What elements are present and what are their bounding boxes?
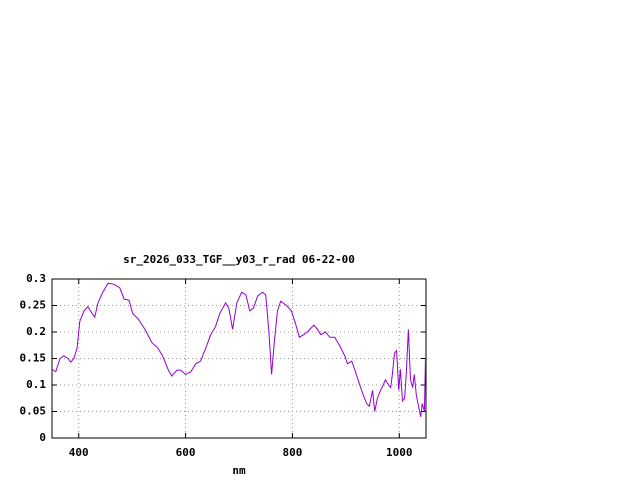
y-tick-label: 0.05 bbox=[20, 405, 47, 418]
x-tick-label: 600 bbox=[176, 446, 196, 459]
data-line bbox=[51, 282, 426, 417]
y-tick-label: 0.15 bbox=[20, 352, 47, 365]
chart-title: sr_2026_033_TGF__y03_r_rad 06-22-00 bbox=[123, 253, 355, 266]
y-tick-label: 0.3 bbox=[26, 272, 46, 285]
x-axis-label: nm bbox=[232, 464, 246, 477]
y-tick-label: 0.25 bbox=[20, 299, 47, 312]
y-tick-label: 0.1 bbox=[26, 378, 46, 391]
y-tick-label: 0.2 bbox=[26, 325, 46, 338]
y-tick-label: 0 bbox=[39, 431, 46, 444]
plot-border bbox=[51, 278, 427, 439]
x-tick-label: 800 bbox=[282, 446, 302, 459]
x-tick-label: 400 bbox=[69, 446, 89, 459]
x-tick-label: 1000 bbox=[386, 446, 413, 459]
